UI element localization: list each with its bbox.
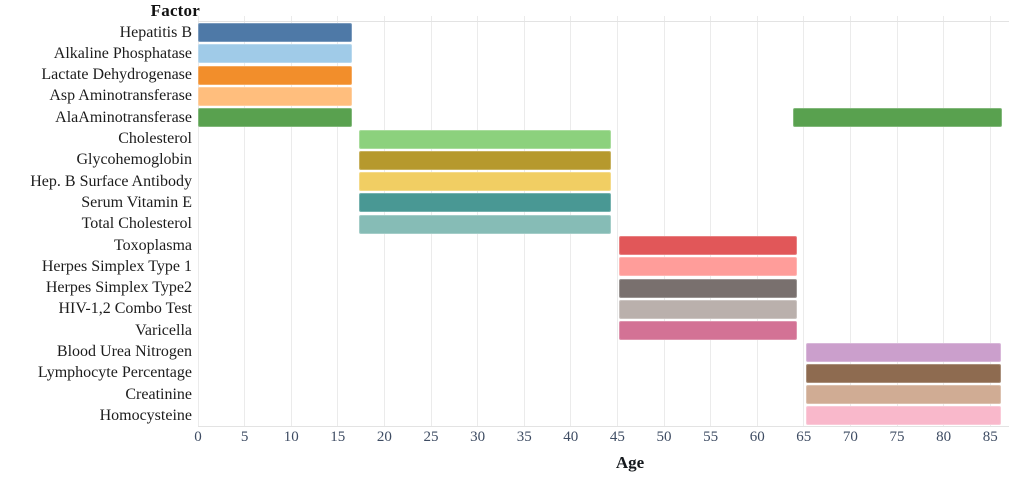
gridline [803,16,805,426]
bar-segment [619,236,798,255]
y-axis-label: Blood Urea Nitrogen [56,343,192,360]
x-tick-label: 50 [656,429,672,445]
bar-segment [359,150,611,170]
y-axis-label: Lactate Dehydrogenase [41,66,192,84]
bar-segment [198,65,352,85]
y-axis-label: Homocysteine [99,406,192,424]
x-tick-label: 0 [194,429,202,445]
bar-segment [359,129,611,149]
gridline [896,16,898,426]
bar-segment [198,44,352,64]
x-tick-label: 80 [936,429,952,445]
y-axis-label: Hepatitis B [119,23,192,41]
bar-segment [198,86,352,106]
bar-segment [359,172,611,192]
y-axis-label: Herpes Simplex Type 1 [41,257,192,275]
x-tick-label: 40 [563,429,579,445]
x-tick-label: 55 [703,429,719,445]
bar-segment [619,257,798,277]
bar-segment [619,278,798,298]
gridline [849,16,851,426]
x-tick-label: 15 [330,429,346,445]
x-tick-label: 85 [982,429,998,445]
bar-segment [805,385,1002,405]
y-axis-label: Toxoplasma [114,236,192,254]
bar-segment [792,108,1003,128]
x-tick-label: 20 [376,429,392,445]
bar-segment [198,23,352,42]
x-tick-label: 60 [749,429,765,445]
x-tick-label: 70 [842,429,858,445]
bar-segment [359,214,611,234]
y-axis-label: Total Cholesterol [81,215,192,233]
plot-border-line [198,426,1009,427]
gridline [197,16,199,426]
x-tick-label: 45 [609,429,625,445]
bar-segment [805,406,1002,426]
gridline [337,16,339,426]
y-axis-title: Factor [150,1,200,20]
x-tick-label: 25 [423,429,439,445]
y-axis-label: HIV-1,2 Combo Test [58,300,192,318]
x-tick-label: 75 [889,429,905,445]
bar-segment [359,193,611,213]
gridline [290,16,292,426]
bar-segment [619,299,798,319]
y-axis-label: Serum Vitamin E [81,193,192,211]
bar-segment [619,321,798,341]
bar-segment [198,108,352,128]
y-axis-label: Varicella [135,321,192,339]
bar-segment [805,342,1002,362]
gridline [663,16,665,426]
y-axis-label: Creatinine [125,385,192,403]
gridline [710,16,712,426]
y-axis-label: Glycohemoglobin [76,151,192,169]
bar-segment [805,363,1002,383]
gridline [989,16,991,426]
y-axis-label: Lymphocyte Percentage [37,364,192,382]
y-axis-label: Cholesterol [118,130,192,147]
gridline [943,16,945,426]
y-axis-label: Asp Aminotransferase [49,87,192,105]
x-tick-label: 30 [470,429,486,445]
x-tick-label: 10 [283,429,299,445]
y-axis-label: Hep. B Surface Antibody [30,172,192,190]
gridline [756,16,758,426]
x-tick-label: 65 [796,429,812,445]
gridline [244,16,246,426]
y-axis-label: AlaAminotransferase [55,108,192,126]
x-tick-label: 5 [240,429,249,445]
gridline [616,16,618,426]
x-axis-title: Age [615,453,645,472]
plot-border-line [198,21,1009,22]
x-tick-label: 35 [516,429,532,445]
y-axis-label: Alkaline Phosphatase [53,44,192,62]
y-axis-label: Herpes Simplex Type2 [45,279,192,297]
